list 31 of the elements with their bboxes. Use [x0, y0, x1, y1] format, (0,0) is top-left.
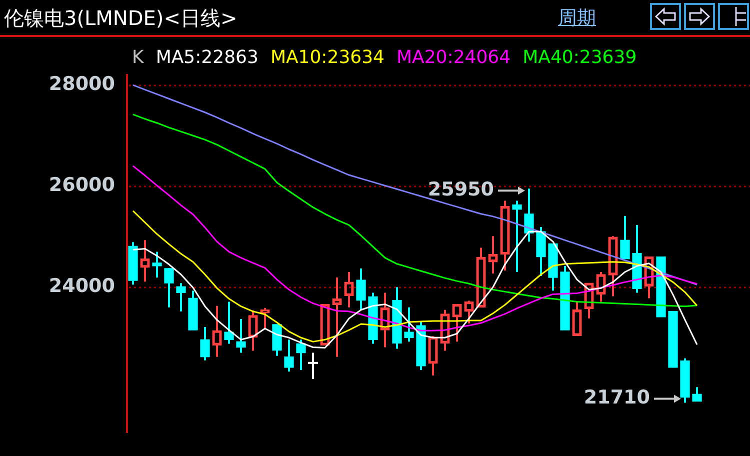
chart-title: 伦镍电3(LMNDE)<日线>: [4, 5, 238, 32]
candlestick: [272, 324, 282, 357]
y-tick-label: 28000: [48, 73, 115, 96]
candlestick: [548, 243, 558, 292]
text: MA20:24064: [396, 47, 511, 68]
candlestick: [356, 267, 366, 311]
candlestick: [152, 250, 162, 279]
candlestick: [512, 200, 522, 273]
candlestick: [188, 290, 198, 330]
candlestick: [404, 306, 414, 343]
candlestick: [200, 326, 210, 362]
text: MA40:23639: [522, 47, 637, 68]
candlestick: [224, 300, 234, 345]
candlestick: [620, 214, 630, 260]
candlestick: [392, 286, 402, 350]
annotation: 25950: [428, 178, 494, 201]
candlestick: [296, 338, 306, 371]
y-tick-label: 26000: [48, 174, 115, 196]
candlestick: [128, 241, 138, 286]
candlestick: [284, 338, 294, 372]
candlestick: [536, 226, 546, 278]
text: 周期: [558, 6, 596, 31]
candlestick: [176, 282, 186, 312]
text: MA5:22863: [156, 47, 258, 68]
annotation: 21710: [584, 386, 650, 409]
text: MA10:23634: [270, 47, 385, 68]
y-tick-label: 24000: [48, 275, 115, 298]
legend-title: K: [132, 47, 144, 68]
candlestick: [560, 264, 570, 330]
candlestick: [692, 386, 702, 402]
candlestick: [236, 318, 246, 354]
